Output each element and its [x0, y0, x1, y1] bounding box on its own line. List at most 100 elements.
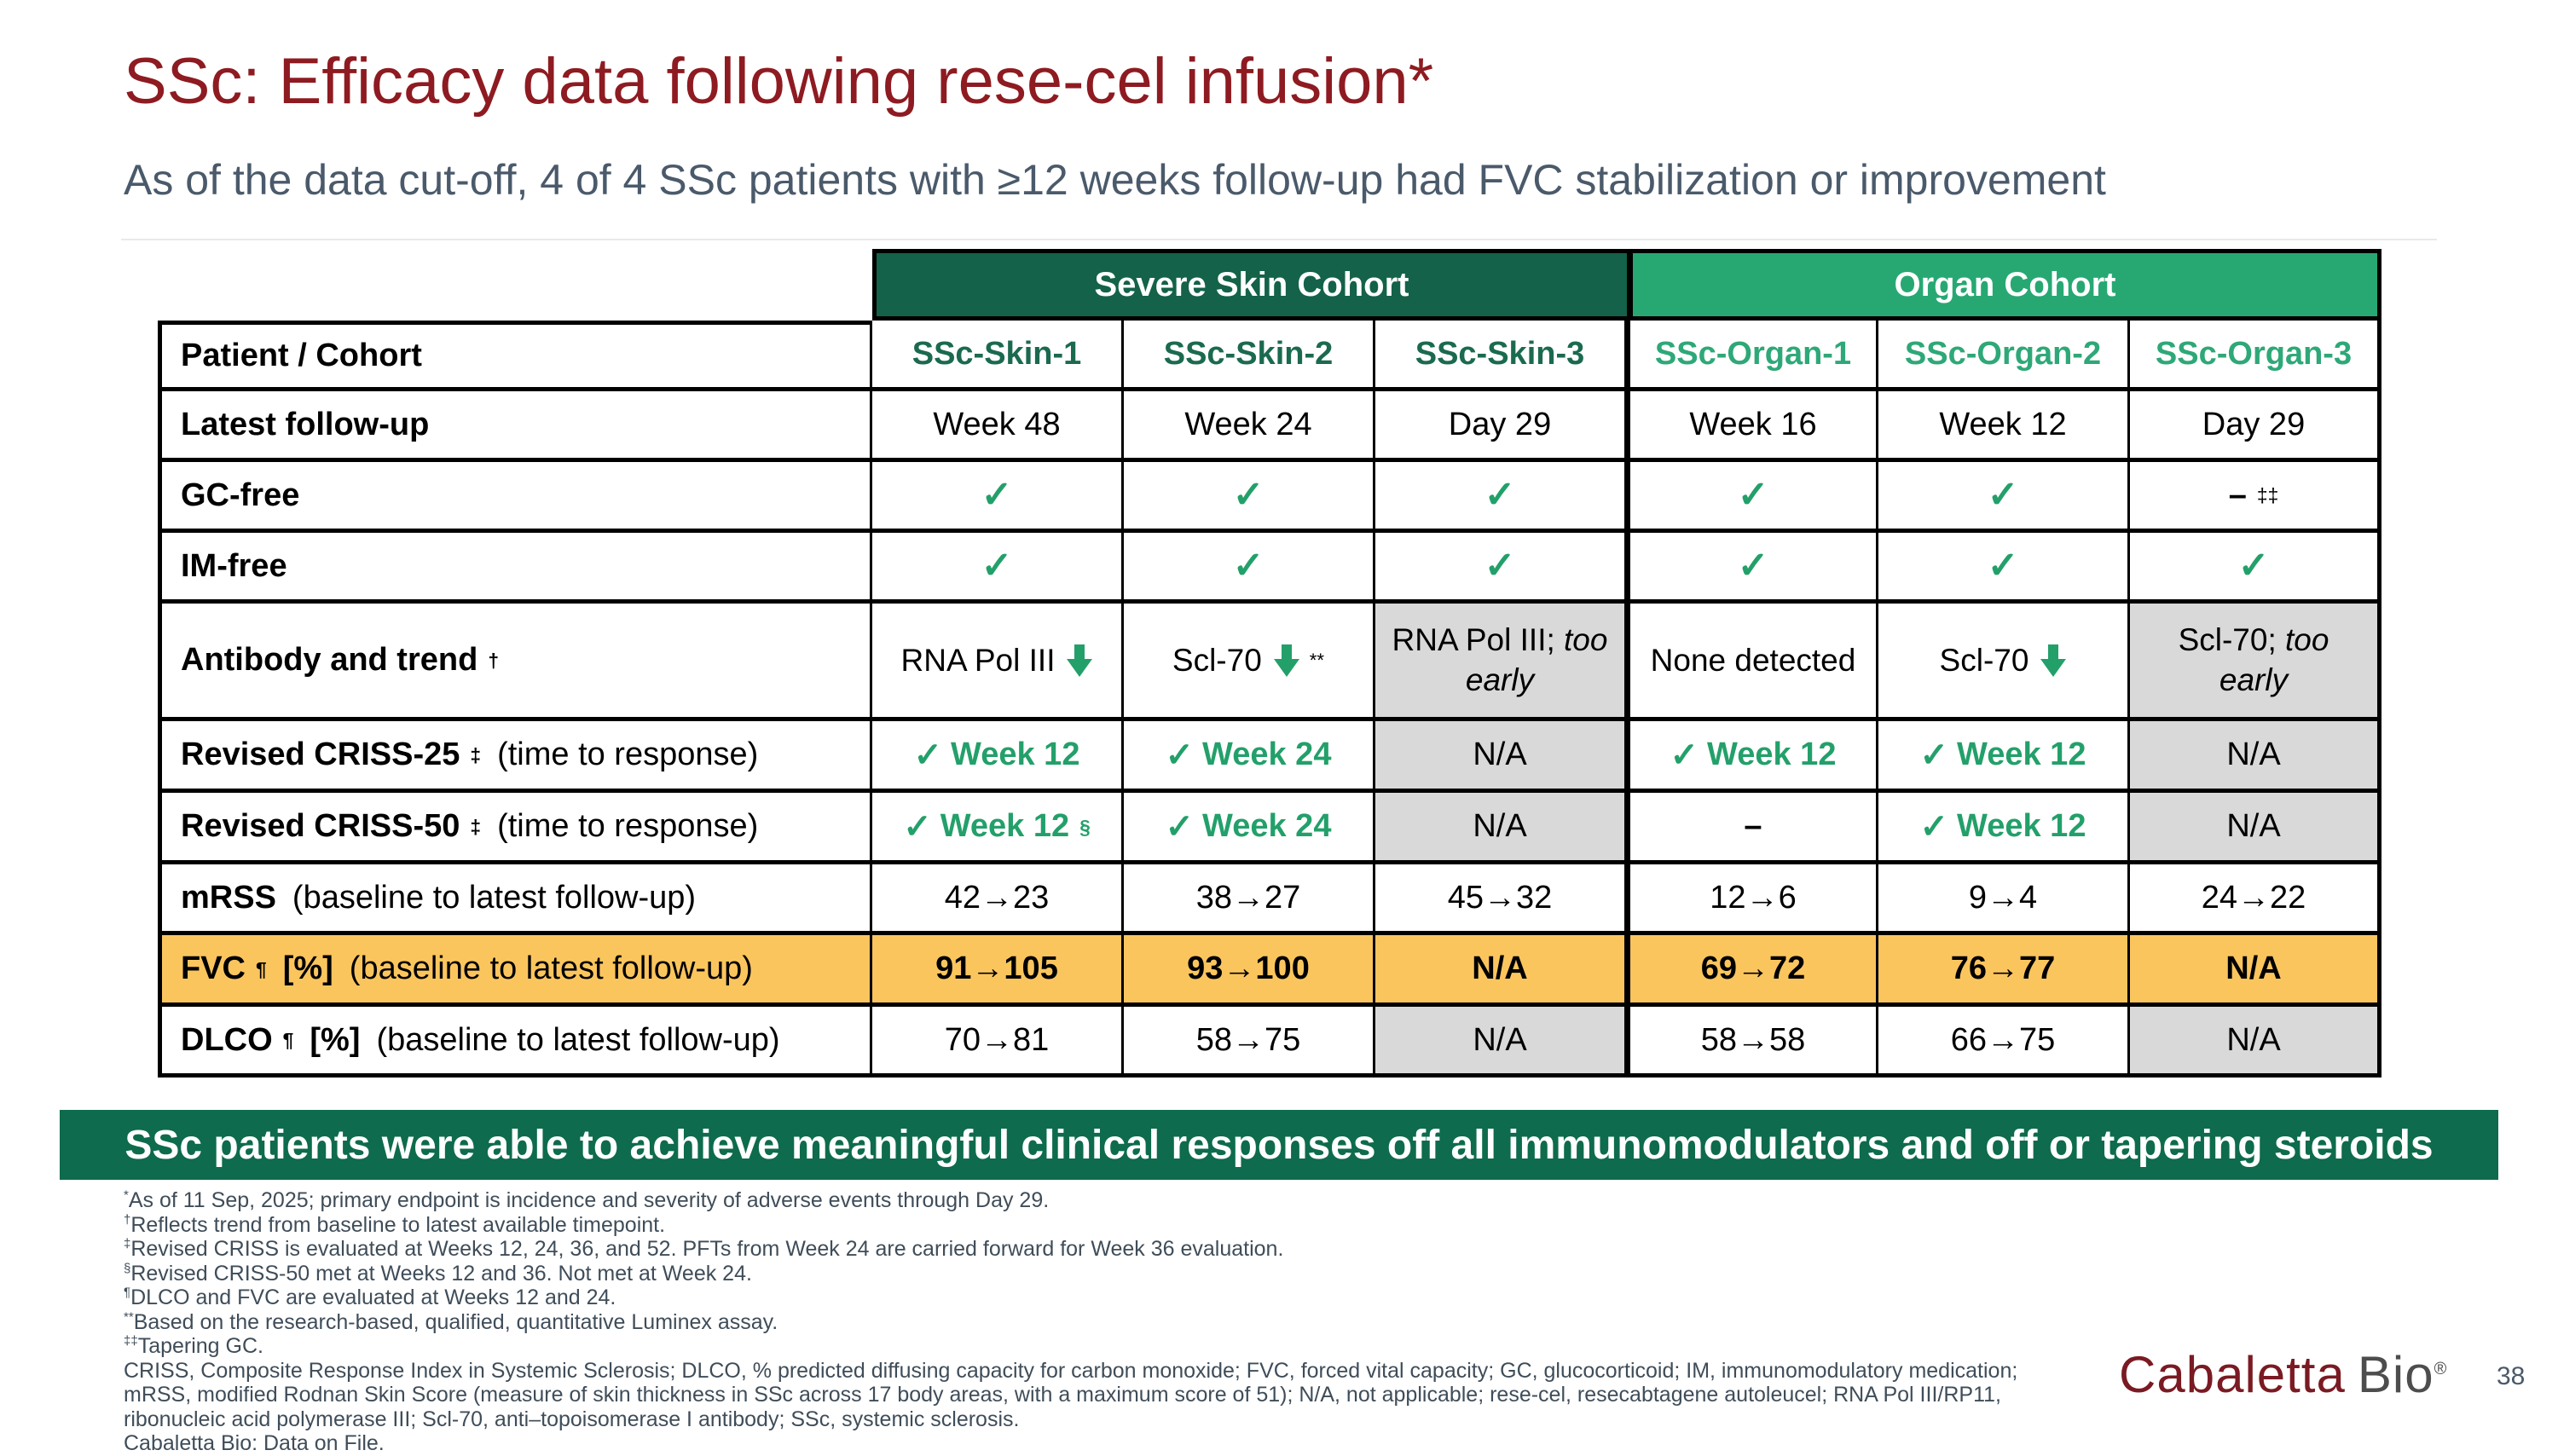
page-subtitle: As of the data cut-off, 4 of 4 SSc patie…	[124, 156, 2106, 204]
antibody-value: Scl-70	[1172, 642, 1262, 678]
footnote-line: †Reflects trend from baseline to latest …	[124, 1213, 2076, 1238]
table-cell-criss25: N/A	[1375, 721, 1627, 793]
footnote-line-abbreviations: CRISS, Composite Response Index in Syste…	[124, 1359, 2076, 1432]
footnote-marker: †	[124, 1212, 131, 1228]
table-cell-gc: ✓	[1627, 462, 1878, 533]
table-cell-followup: Week 48	[872, 391, 1124, 462]
antibody-note: too early	[1465, 622, 1608, 697]
check-icon: ✓	[913, 736, 943, 774]
table-cell-patient-skin-3: SSc-Skin-3	[1375, 321, 1627, 391]
table-cell-mrss: 45→32	[1375, 864, 1627, 935]
table-cell-mrss: 24→22	[2130, 864, 2381, 935]
antibody-value: Scl-70	[1939, 642, 2029, 678]
followup-value: Week 24	[1184, 406, 1312, 442]
mrss-value: 24→22	[2201, 879, 2306, 916]
row-label-text: mRSS	[181, 879, 276, 916]
check-icon: ✓	[1484, 545, 1516, 586]
footnote-marker: ‡‡	[124, 1333, 138, 1349]
patient-id: SSc-Organ-2	[1904, 335, 2102, 372]
table-cell-dlco: 66→75	[1878, 1007, 2130, 1078]
patient-id: SSc-Skin-1	[912, 335, 1082, 372]
table-cell-followup: Day 29	[1375, 391, 1627, 462]
row-label-text: FVC	[181, 950, 246, 986]
fvc-value: 76→77	[1950, 950, 2056, 986]
trend-down-icon	[2040, 644, 2067, 677]
table-cell-dlco: 58→58	[1627, 1007, 1878, 1078]
check-icon: ✓	[1232, 474, 1265, 516]
row-label-text: Revised CRISS-25	[181, 737, 460, 772]
key-takeaway-banner: SSc patients were able to achieve meanin…	[60, 1110, 2498, 1180]
fvc-value: 93→100	[1187, 950, 1310, 986]
check-icon: ✓	[1737, 474, 1769, 516]
followup-value: Week 12	[1939, 406, 2067, 442]
followup-value: Week 16	[1689, 406, 1817, 442]
table-cell-fvc: 69→72	[1627, 935, 1878, 1007]
row-label-criss-25: Revised CRISS-25 ‡ (time to response)	[158, 721, 872, 793]
table-cell-criss25: ✓ Week 12	[1627, 721, 1878, 793]
table-cell-dlco: N/A	[1375, 1007, 1627, 1078]
mrss-value: 45→32	[1447, 879, 1553, 916]
fvc-value: N/A	[2225, 950, 2282, 986]
row-label-antibody-trend: Antibody and trend †	[158, 604, 872, 721]
table-cell-antibody: Scl-70 **	[1124, 604, 1375, 721]
table-cell-followup: Day 29	[2130, 391, 2381, 462]
table-cell-gc: ✓	[1878, 462, 2130, 533]
footnote-line: *As of 11 Sep, 2025; primary endpoint is…	[124, 1188, 2076, 1213]
table-cell-gc: ✓	[1375, 462, 1627, 533]
table-cell-im: ✓	[1124, 533, 1375, 604]
row-label-text: Antibody and trend	[181, 642, 478, 678]
antibody-value: RNA Pol III	[900, 642, 1056, 678]
row-label-unit: [%]	[310, 1021, 361, 1058]
dlco-value: 58→75	[1195, 1021, 1301, 1058]
check-icon: ✓	[2237, 545, 2270, 586]
antibody-value: None detected	[1650, 642, 1856, 678]
criss50-value: Week 24	[1202, 808, 1332, 844]
footnote-marker: §	[124, 1261, 131, 1276]
check-icon: ✓	[1987, 545, 2019, 586]
table-cell-mrss: 38→27	[1124, 864, 1375, 935]
table-cell-patient-organ-2: SSc-Organ-2	[1878, 321, 2130, 391]
table-cell-criss25: ✓ Week 24	[1124, 721, 1375, 793]
row-label-text: Latest follow-up	[181, 406, 430, 442]
dash-glyph: –	[1744, 808, 1762, 844]
criss50-value: N/A	[1473, 808, 1527, 844]
table-cell-antibody: None detected	[1627, 604, 1878, 721]
criss25-value: N/A	[2226, 737, 2281, 772]
page-number: 38	[2497, 1362, 2526, 1390]
footnote-text: Tapering GC.	[137, 1334, 263, 1358]
footnote-marker: **	[124, 1309, 134, 1325]
check-icon: ✓	[981, 474, 1013, 516]
footnote-line-data-on-file: Cabaletta Bio: Data on File.	[124, 1431, 2076, 1456]
patient-id: SSc-Organ-1	[1654, 335, 1852, 372]
table-cell-antibody: RNA Pol III; too early	[1375, 604, 1627, 721]
table-cell-fvc: N/A	[2130, 935, 2381, 1007]
table-cell-dlco: 58→75	[1124, 1007, 1375, 1078]
table-cell-followup: Week 12	[1878, 391, 2130, 462]
check-icon: ✓	[1987, 474, 2019, 516]
footnote-text: Revised CRISS-50 met at Weeks 12 and 36.…	[130, 1261, 752, 1286]
table-cell-criss50: N/A	[2130, 793, 2381, 864]
mrss-value: 42→23	[944, 879, 1050, 916]
table-cell-followup: Week 16	[1627, 391, 1878, 462]
table-cell-antibody: Scl-70; too early	[2130, 604, 2381, 721]
footnote-text: As of 11 Sep, 2025; primary endpoint is …	[128, 1188, 1050, 1212]
table-cell-antibody: Scl-70	[1878, 604, 2130, 721]
row-label-suffix: (baseline to latest follow-up)	[349, 950, 753, 986]
footnote-text: Revised CRISS is evaluated at Weeks 12, …	[130, 1237, 1284, 1261]
dlco-value: N/A	[2226, 1021, 2281, 1058]
criss50-value: N/A	[2226, 808, 2281, 844]
row-label-suffix: (baseline to latest follow-up)	[376, 1021, 780, 1058]
table-cell-fvc: N/A	[1375, 935, 1627, 1007]
check-icon: ✓	[1232, 545, 1265, 586]
dlco-value: N/A	[1473, 1021, 1527, 1058]
fvc-value: N/A	[1472, 950, 1528, 986]
row-label-fvc: FVC ¶ [%] (baseline to latest follow-up)	[158, 935, 872, 1007]
mrss-value: 12→6	[1710, 879, 1797, 916]
row-label-latest-followup: Latest follow-up	[158, 391, 872, 462]
footnotes: *As of 11 Sep, 2025; primary endpoint is…	[124, 1188, 2076, 1456]
organ-cohort-header: Organ Cohort	[1627, 249, 2381, 321]
row-label-text: Revised CRISS-50	[181, 808, 460, 844]
row-label-patient-cohort: Patient / Cohort	[158, 321, 872, 391]
row-label-unit: [%]	[282, 950, 333, 986]
